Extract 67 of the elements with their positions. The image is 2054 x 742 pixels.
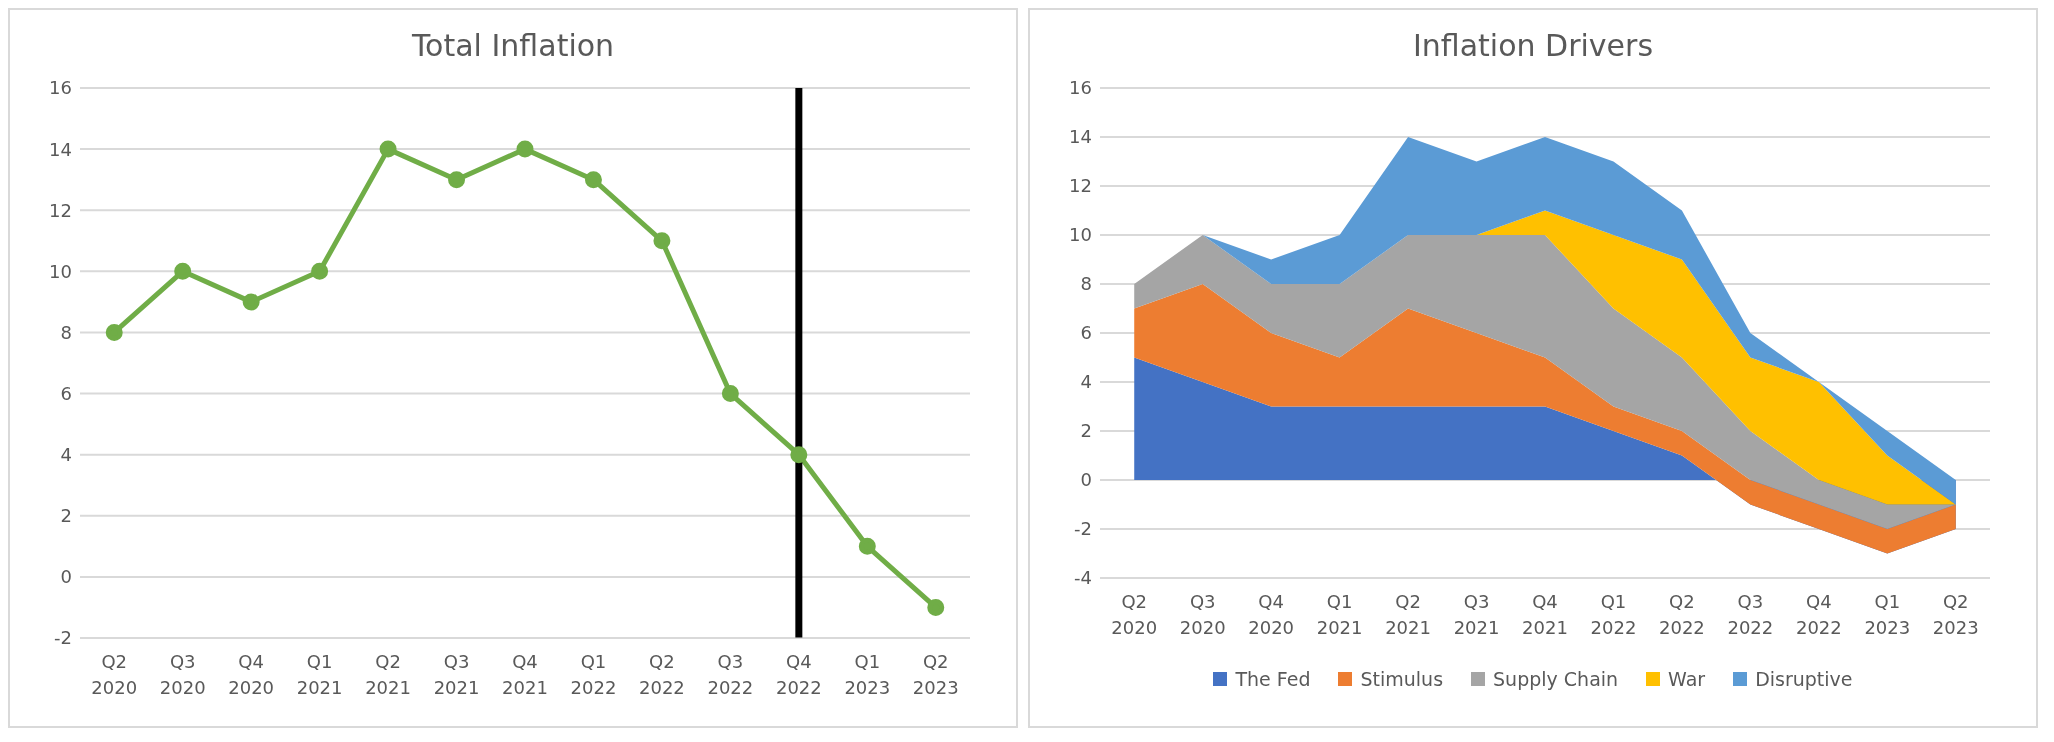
x-tick-label: Q1 2021 [296,651,343,698]
point [927,598,945,616]
point [242,293,260,311]
point [174,262,192,280]
x-tick-label: Q1 2023 [844,651,891,698]
x-tick-label: Q4 2020 [228,651,275,698]
point [516,140,534,158]
point [858,537,876,555]
x-tick-label: Q3 2021 [1453,591,1500,638]
legend-label: Stimulus [1359,668,1444,690]
chart-title: Inflation Drivers [1411,28,1655,65]
point [311,262,329,280]
y-tick-label: 16 [49,77,72,99]
x-tick-label: Q2 2020 [91,651,138,698]
x-tick-label: Q2 2020 [1111,591,1158,638]
x-tick-label: Q1 2022 [1590,591,1637,638]
x-tick-label: Q2 2021 [1385,591,1431,638]
x-tick-label: Q3 2022 [1727,591,1774,638]
y-tick-label: 0 [60,566,72,588]
point [448,171,466,189]
x-tick-label: Q1 2022 [570,651,617,698]
x-tick-label: Q4 2021 [502,651,548,698]
y-tick-label: 4 [60,444,72,466]
x-tick-label: Q2 2022 [1659,591,1705,638]
chart-title: Total Inflation [410,28,616,65]
y-tick-label: -4 [1074,567,1092,589]
legend-label: Supply Chain [1492,668,1619,690]
y-tick-label: 14 [49,138,72,160]
x-tick-label: Q4 2020 [1248,591,1295,638]
y-tick-label: 2 [60,505,72,527]
legend-label: Disruptive [1754,668,1853,690]
y-tick-label: 12 [49,199,72,221]
point [790,446,808,464]
point [105,323,123,341]
y-tick-label: 0 [1080,469,1092,491]
y-tick-label: -2 [1074,518,1092,540]
y-tick-label: 2 [1080,420,1092,442]
legend-label: The Fed [1234,668,1311,690]
x-tick-label: Q1 2023 [1864,591,1911,638]
x-tick-label: Q3 2020 [159,651,206,698]
y-tick-label: 10 [1069,224,1092,246]
y-tick-label: 4 [1080,371,1092,393]
y-tick-label: 8 [1080,273,1092,295]
y-tick-label: -2 [54,627,72,649]
y-tick-label: 6 [60,382,72,404]
y-tick-label: 10 [49,260,72,282]
point [584,171,602,189]
x-tick-label: Q2 2023 [912,651,959,698]
x-tick-label: Q2 2021 [365,651,411,698]
y-tick-label: 14 [1069,126,1092,148]
x-tick-label: Q1 2021 [1316,591,1363,638]
y-tick-label: 12 [1069,175,1092,197]
x-tick-label: Q3 2020 [1179,591,1226,638]
x-tick-label: Q3 2021 [433,651,480,698]
x-tick-label: Q4 2022 [775,651,822,698]
x-tick-label: Q2 2022 [639,651,685,698]
y-tick-label: 6 [1080,322,1092,344]
y-tick-label: 16 [1069,77,1092,99]
point [379,140,397,158]
x-tick-label: Q4 2022 [1795,591,1842,638]
y-tick-label: 8 [60,321,72,343]
legend-label: War [1667,668,1706,690]
point [721,385,739,403]
point [653,232,671,250]
x-tick-label: Q4 2021 [1522,591,1568,638]
x-tick-label: Q3 2022 [707,651,754,698]
x-tick-label: Q2 2023 [1932,591,1979,638]
